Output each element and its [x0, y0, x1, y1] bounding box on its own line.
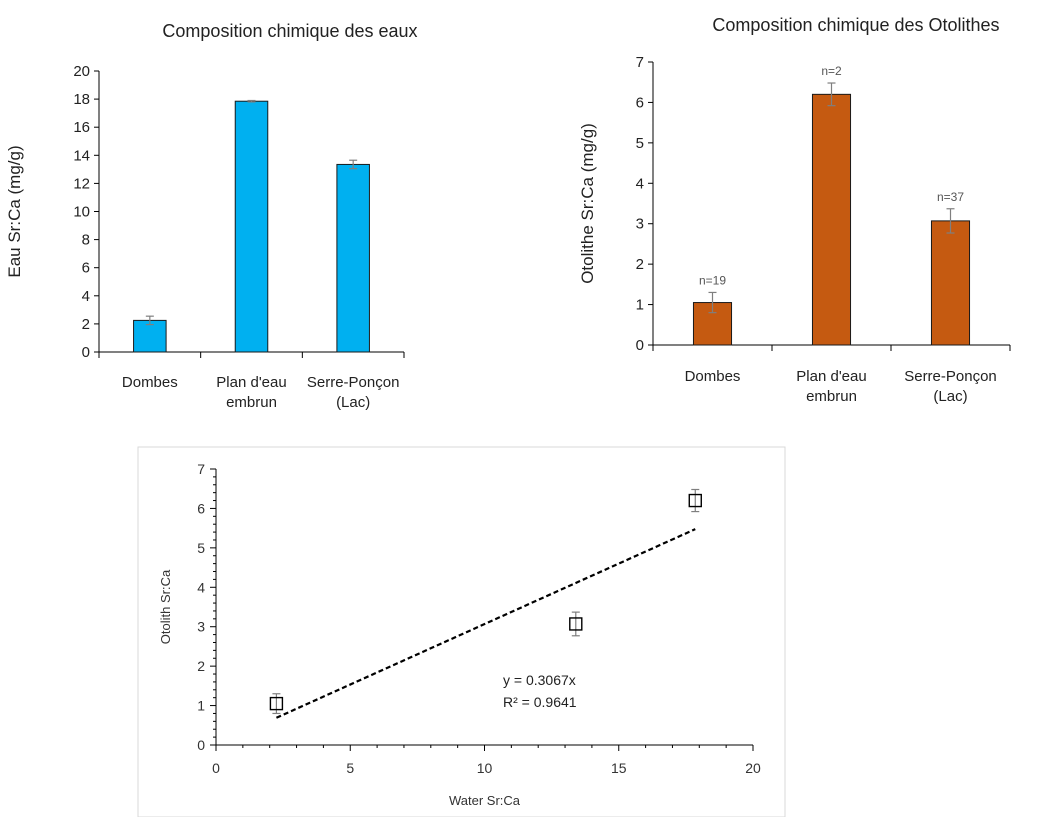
chart-title: Composition chimique des eaux [162, 21, 417, 41]
y-tick-label: 2 [82, 316, 90, 333]
x-tick-label: 0 [212, 760, 220, 776]
data-point [269, 696, 284, 711]
y-tick-label: 3 [197, 619, 205, 635]
y-tick-label: 20 [73, 63, 90, 80]
y-tick-label: 4 [636, 175, 644, 192]
y-tick-label: 5 [636, 135, 644, 152]
y-tick-label: 14 [73, 147, 90, 164]
bar-chart-1: Composition chimique des eaux Eau Sr:Ca (… [5, 21, 418, 411]
bar [930, 220, 971, 346]
trendline-equation: y = 0.3067x [503, 672, 576, 688]
x-axis-label: Water Sr:Ca [449, 793, 521, 808]
data-label: n=37 [937, 190, 964, 204]
y-tick-label: 6 [636, 94, 644, 111]
trendline [275, 528, 696, 719]
y-axis-label: Otolithe Sr:Ca (mg/g) [578, 123, 597, 284]
bar [234, 100, 269, 353]
y-tick-label: 4 [82, 288, 90, 305]
y-tick-label: 8 [82, 232, 90, 249]
category-label: Dombes [685, 368, 741, 385]
x-tick-label: 10 [477, 760, 493, 776]
category-label: embrun [806, 388, 857, 405]
data-point [688, 493, 702, 508]
data-label: n=2 [821, 64, 842, 78]
trendline-equation: R² = 0.9641 [503, 694, 577, 710]
y-tick-label: 1 [636, 297, 644, 314]
x-tick-label: 5 [346, 760, 354, 776]
category-label: (Lac) [336, 394, 370, 411]
y-tick-label: 6 [82, 260, 90, 277]
category-label: Dombes [122, 374, 178, 391]
y-tick-label: 16 [73, 119, 90, 136]
chart-title: Composition chimique des Otolithes [712, 15, 999, 35]
bar [133, 319, 167, 353]
y-tick-label: 0 [82, 344, 90, 361]
scatter-frame [137, 446, 786, 817]
y-tick-label: 7 [636, 54, 644, 71]
y-tick-label: 2 [636, 256, 644, 273]
y-axis-label: Eau Sr:Ca (mg/g) [5, 145, 24, 277]
y-tick-label: 10 [73, 204, 90, 221]
category-label: Plan d'eau [216, 374, 286, 391]
bar [336, 163, 370, 353]
y-tick-label: 0 [197, 737, 205, 753]
bar [811, 93, 852, 346]
category-label: embrun [226, 394, 277, 411]
y-tick-label: 18 [73, 91, 90, 108]
y-tick-label: 0 [636, 337, 644, 354]
bar-chart-2: Composition chimique des Otolithes Otolit… [578, 15, 1011, 405]
y-tick-label: 5 [197, 540, 205, 556]
y-tick-label: 2 [197, 658, 205, 674]
scatter-chart: 0 1 2 3 4 5 6 7 0 5 10 15 20 Water Sr:Ca Otolith Sr:Ca… [137, 446, 786, 817]
y-tick-label: 12 [73, 175, 90, 192]
data-label: n=19 [699, 273, 726, 287]
x-tick-label: 20 [745, 760, 761, 776]
x-tick-label: 15 [611, 760, 627, 776]
y-tick-label: 7 [197, 461, 205, 477]
category-label: Plan d'eau [796, 368, 866, 385]
category-label: Serre-Ponçon [904, 368, 997, 385]
y-tick-label: 1 [197, 698, 205, 714]
y-axis-label: Otolith Sr:Ca [158, 569, 173, 644]
category-label: (Lac) [933, 388, 967, 405]
data-point [569, 617, 583, 631]
y-tick-label: 4 [197, 579, 205, 595]
category-label: Serre-Ponçon [307, 374, 400, 391]
y-tick-label: 6 [197, 500, 205, 516]
y-tick-label: 3 [636, 216, 644, 233]
